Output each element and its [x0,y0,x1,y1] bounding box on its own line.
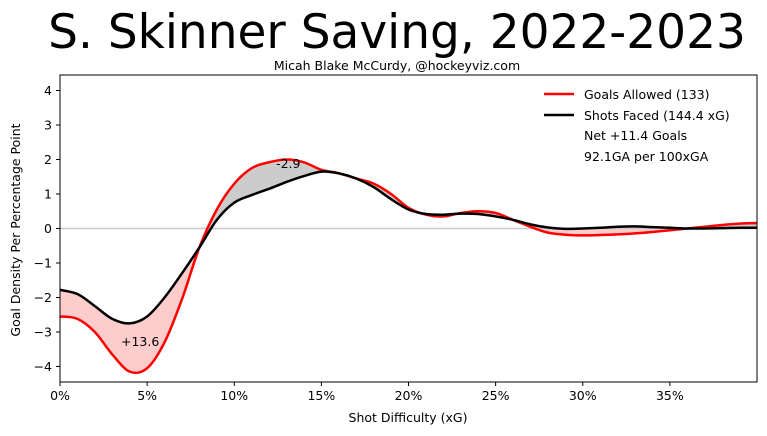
x-tick-label: 0% [50,388,70,403]
y-axis-ticks: −4 −3 −2 −1 0 1 2 3 4 [34,83,60,374]
fill-goals-allowed-region [60,159,757,373]
y-tick-label: 4 [44,83,52,98]
y-tick-label: 0 [44,221,52,236]
y-tick-label: −1 [34,255,52,270]
x-tick-label: 15% [307,388,335,403]
series-layer [60,158,757,375]
annotation-label: +13.6 [121,334,159,349]
x-tick-label: 25% [482,388,510,403]
legend-label-shots-faced: Shots Faced (144.4 xG) [584,108,730,123]
annotation-label: -2.9 [276,156,300,171]
y-tick-label: 1 [44,187,52,202]
x-tick-label: 20% [395,388,423,403]
x-tick-label: 30% [569,388,597,403]
series-line-goals-allowed [60,158,757,375]
legend: Goals Allowed (133) Shots Faced (144.4 x… [544,87,730,164]
x-tick-label: 10% [220,388,248,403]
y-tick-label: −4 [34,359,52,374]
y-tick-label: 2 [44,152,52,167]
legend-label-goals-allowed: Goals Allowed (133) [584,87,710,102]
annotations: +13.6 -2.9 [121,156,301,349]
x-tick-label: 5% [137,388,157,403]
x-axis-label: Shot Difficulty (xG) [349,410,468,425]
x-axis-ticks: 0% 5% 10% 15% 20% 25% 30% 35% [50,382,684,403]
y-tick-label: −3 [34,324,52,339]
legend-net-goals: Net +11.4 Goals [584,128,687,143]
fill-layer [60,159,757,373]
y-tick-label: −2 [34,290,52,305]
fill-allowed-area [60,159,757,373]
chart-title: S. Skinner Saving, 2022-2023 [48,5,746,60]
chart-subtitle: Micah Blake McCurdy, @hockeyviz.com [274,58,520,73]
legend-ga-per-xga: 92.1GA per 100xGA [584,149,709,164]
series-line-shots-faced [60,170,757,325]
y-tick-label: 3 [44,118,52,133]
y-axis-label: Goal Density Per Percentage Point [8,123,23,336]
x-tick-label: 35% [656,388,684,403]
